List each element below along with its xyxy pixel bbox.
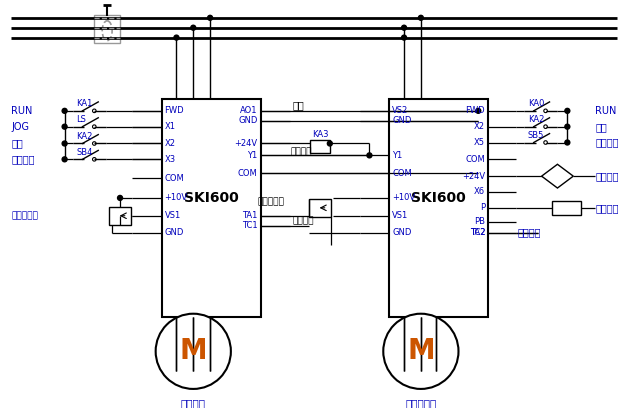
- Text: RUN: RUN: [595, 106, 617, 116]
- Circle shape: [117, 195, 122, 200]
- Text: SB5: SB5: [528, 131, 544, 140]
- Circle shape: [174, 35, 179, 40]
- Circle shape: [62, 124, 67, 129]
- Text: Y1: Y1: [392, 151, 403, 160]
- Circle shape: [156, 314, 231, 389]
- Circle shape: [418, 16, 423, 20]
- Text: 制动电阵: 制动电阵: [595, 203, 619, 213]
- Circle shape: [92, 109, 96, 113]
- Text: 主机电机: 主机电机: [181, 398, 206, 408]
- Text: TA1: TA1: [242, 211, 257, 220]
- Text: X3: X3: [165, 155, 176, 164]
- Bar: [94, 15, 120, 42]
- Text: COM: COM: [165, 174, 184, 183]
- Text: VS1: VS1: [165, 211, 181, 220]
- Text: KA2: KA2: [77, 132, 93, 141]
- Text: VS1: VS1: [392, 211, 408, 220]
- Text: COM: COM: [392, 169, 412, 178]
- Text: SKI600: SKI600: [184, 191, 239, 205]
- Text: 卷径复位: 卷径复位: [595, 137, 619, 148]
- Text: M: M: [180, 337, 207, 365]
- Text: KA3: KA3: [311, 130, 328, 139]
- Circle shape: [92, 142, 96, 145]
- Circle shape: [544, 125, 548, 129]
- Text: X2: X2: [474, 122, 485, 131]
- Circle shape: [92, 125, 96, 129]
- Text: +10V: +10V: [392, 193, 415, 202]
- Text: 排线输出: 排线输出: [518, 228, 541, 237]
- Text: KA1: KA1: [77, 100, 93, 109]
- Circle shape: [92, 157, 96, 161]
- Text: 控制报闸: 控制报闸: [292, 216, 314, 225]
- Text: +10V: +10V: [165, 193, 188, 202]
- Circle shape: [401, 35, 406, 40]
- Bar: [109, 207, 131, 225]
- Circle shape: [383, 314, 458, 389]
- Circle shape: [62, 141, 67, 146]
- Circle shape: [544, 109, 548, 113]
- Text: RUN: RUN: [11, 106, 33, 116]
- Text: 急停: 急停: [11, 138, 23, 149]
- Circle shape: [476, 109, 481, 113]
- Text: PB: PB: [474, 217, 485, 226]
- Circle shape: [327, 141, 332, 146]
- Text: FWD: FWD: [465, 106, 485, 115]
- Text: X6: X6: [474, 188, 485, 197]
- Text: P: P: [480, 203, 485, 212]
- Text: X1: X1: [165, 122, 176, 131]
- Circle shape: [191, 25, 196, 30]
- Bar: [310, 140, 330, 153]
- Circle shape: [367, 153, 372, 158]
- Text: 前馈: 前馈: [292, 100, 304, 110]
- Text: TA2: TA2: [470, 228, 485, 237]
- Circle shape: [62, 157, 67, 162]
- Text: KA0: KA0: [528, 100, 544, 109]
- Circle shape: [565, 124, 570, 129]
- Text: SB4: SB4: [77, 148, 93, 157]
- Text: GND: GND: [238, 116, 257, 125]
- Text: M: M: [407, 337, 435, 365]
- Text: COM: COM: [465, 155, 485, 164]
- Text: 故障输出: 故障输出: [290, 147, 311, 156]
- Text: 调速电位器: 调速电位器: [11, 211, 38, 220]
- Text: KA2: KA2: [528, 115, 544, 124]
- Text: VS2: VS2: [392, 106, 408, 115]
- Bar: [309, 199, 331, 217]
- Text: X5: X5: [474, 138, 485, 147]
- Bar: [389, 99, 488, 317]
- Text: AO1: AO1: [240, 106, 257, 115]
- Circle shape: [208, 16, 212, 20]
- Text: Y1: Y1: [247, 151, 257, 160]
- Text: 断线检测: 断线检测: [595, 171, 619, 181]
- Text: TC1: TC1: [242, 221, 257, 230]
- Ellipse shape: [102, 21, 112, 40]
- Text: FWD: FWD: [165, 106, 184, 115]
- Circle shape: [401, 25, 406, 30]
- Circle shape: [544, 141, 548, 144]
- Text: GND: GND: [392, 228, 411, 237]
- Text: X2: X2: [165, 139, 176, 148]
- Text: +24V: +24V: [234, 139, 257, 148]
- Text: +24V: +24V: [462, 172, 485, 181]
- Text: TC2: TC2: [470, 228, 485, 237]
- Circle shape: [565, 109, 570, 113]
- Text: COM: COM: [238, 169, 257, 178]
- Text: GND: GND: [165, 228, 184, 237]
- Circle shape: [62, 109, 67, 113]
- Text: 断线复位: 断线复位: [11, 154, 35, 164]
- Bar: [161, 99, 261, 317]
- Text: SKI600: SKI600: [411, 191, 466, 205]
- Text: LS: LS: [77, 115, 87, 124]
- Text: 收线机电机: 收线机电机: [405, 398, 436, 408]
- Text: 急停: 急停: [595, 122, 607, 132]
- Circle shape: [565, 140, 570, 145]
- Text: 张力电位器: 张力电位器: [257, 197, 284, 206]
- Text: JOG: JOG: [11, 122, 29, 132]
- Bar: [551, 201, 581, 215]
- Text: GND: GND: [392, 116, 411, 125]
